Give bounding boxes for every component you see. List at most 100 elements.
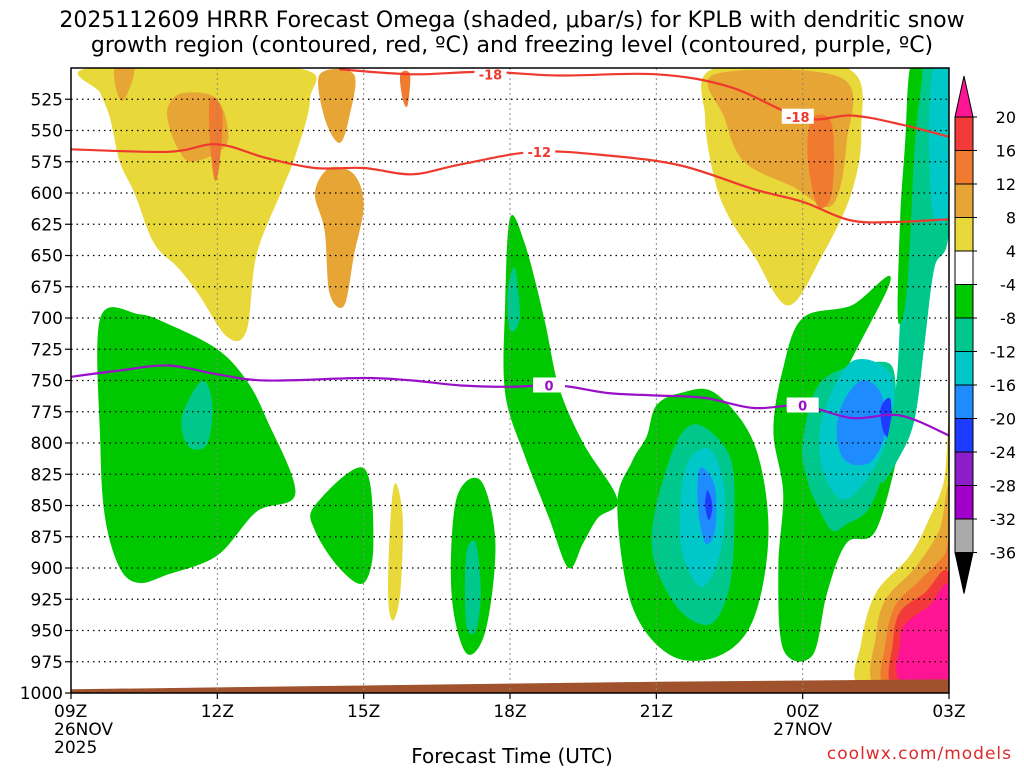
xtick-label-15Z: 15Z [347, 702, 380, 722]
colorbar-box-8 [954, 384, 974, 419]
colorbar-label--28: -28 [990, 477, 1016, 496]
ytick-label-800: 800 [31, 434, 63, 454]
ytick-label-850: 850 [31, 497, 63, 517]
xtick-label-00Z: 00Z [786, 702, 819, 722]
omega-region-26 [705, 490, 713, 521]
omega-region-30 [928, 68, 949, 224]
colorbar-box-3 [954, 217, 974, 252]
colorbar-box-10 [954, 451, 974, 486]
colorbar-box-2 [954, 183, 974, 218]
ytick-label-900: 900 [31, 559, 63, 579]
contour-label-bg [523, 143, 556, 159]
colorbar-box-4 [954, 250, 974, 285]
colorbar-box-12 [954, 518, 974, 553]
colorbar-label--24: -24 [990, 443, 1016, 462]
colorbar-label-20: 20 [996, 108, 1016, 127]
ytick-label-675: 675 [31, 278, 63, 298]
gridlines [71, 68, 949, 693]
xtick-label-18Z: 18Z [493, 702, 526, 722]
omega-region-2 [388, 483, 403, 621]
xtick-date-27NOV: 27NOV [773, 720, 832, 740]
omega-region-12 [310, 467, 374, 584]
x-axis-label: Forecast Time (UTC) [411, 744, 613, 768]
omega-region-25 [836, 380, 887, 466]
ytick-label-525: 525 [31, 90, 63, 110]
omega-region-14 [503, 215, 618, 569]
omega-region-19 [464, 540, 481, 635]
xtick-label-21Z: 21Z [640, 702, 673, 722]
ytick-label-875: 875 [31, 528, 63, 548]
omega-region-10 [807, 114, 835, 209]
colorbar: 20 16 12 8 4 -4 -8 -12 -16 -20 -24 -28 -32 -36 [954, 75, 1016, 594]
xtick-label-12Z: 12Z [201, 702, 234, 722]
omega-region-29 [897, 68, 923, 324]
xtick-label-03Z: 03Z [932, 702, 965, 722]
xtick-year-2025: 2025 [54, 738, 97, 758]
omega-region-0 [77, 68, 317, 342]
terrain-surface [71, 679, 949, 693]
colorbar-label--16: -16 [990, 376, 1016, 395]
ytick-label-825: 825 [31, 465, 63, 485]
contour-label--18C: -18 [786, 111, 810, 126]
xtick-date-26NOV: 26NOV [54, 720, 113, 740]
terrain [71, 679, 949, 693]
ytick-label-575: 575 [31, 153, 63, 173]
y-axis: 525 550 575 600 625 650 675 700 725 750 775 800 825 8… [20, 90, 71, 704]
ytick-label-975: 975 [31, 653, 63, 673]
contour-label-bg [533, 377, 566, 393]
colorbar-box-9 [954, 418, 974, 453]
omega-region-9 [399, 70, 411, 108]
colorbar-box-5 [954, 284, 974, 319]
contour-label--18C: -18 [479, 68, 503, 83]
colorbar-box-7 [954, 351, 974, 386]
omega-region-27 [880, 397, 892, 439]
colorbar-label--12: -12 [990, 343, 1016, 362]
omega-shading [77, 68, 949, 693]
colorbar-under-triangle [954, 552, 974, 594]
colorbar-label--20: -20 [990, 410, 1016, 429]
omega-region-8 [208, 97, 223, 182]
xtick-label-09Z: 09Z [54, 702, 87, 722]
colorbar-label--36: -36 [990, 544, 1016, 563]
temperature-contours: -18 -18 -12 0 0 [71, 68, 949, 437]
omega-region-35 [896, 583, 949, 690]
ytick-label-625: 625 [31, 215, 63, 235]
colorbar-box-1 [954, 150, 974, 185]
ytick-label-700: 700 [31, 309, 63, 329]
colorbar-box-11 [954, 485, 974, 520]
omega-region-3 [113, 68, 135, 101]
contour--12C [71, 143, 949, 224]
contour--18C [339, 68, 949, 138]
omega-region-17 [181, 380, 213, 450]
ytick-label-600: 600 [31, 184, 63, 204]
colorbar-label-4: 4 [1006, 242, 1016, 261]
colorbar-label-12: 12 [996, 175, 1016, 194]
site-credit[interactable]: coolwx.com/models [826, 744, 1012, 764]
chart-title-line1: 2025112609 HRRR Forecast Omega (shaded, … [59, 8, 965, 33]
contour-label--12C: -12 [528, 146, 552, 161]
ytick-label-750: 750 [31, 372, 63, 392]
ytick-label-775: 775 [31, 403, 63, 423]
colorbar-label-8: 8 [1006, 209, 1016, 228]
contour-label-bg [781, 108, 814, 124]
contour-label-bg [474, 68, 507, 82]
ytick-label-550: 550 [31, 122, 63, 142]
omega-region-5 [318, 68, 356, 143]
ytick-label-1000: 1000 [20, 684, 63, 704]
colorbar-box-6 [954, 317, 974, 352]
ytick-label-725: 725 [31, 340, 63, 360]
colorbar-over-triangle [954, 75, 974, 118]
contour-label-freezing-level: 0 [798, 400, 807, 415]
colorbar-box-0 [954, 116, 974, 151]
colorbar-label--32: -32 [990, 510, 1016, 529]
chart-title-line2: growth region (contoured, red, ºC) and f… [90, 33, 934, 58]
colorbar-label-16: 16 [996, 142, 1016, 161]
omega-region-6 [314, 166, 364, 308]
ytick-label-950: 950 [31, 622, 63, 642]
ytick-label-650: 650 [31, 247, 63, 267]
contour-label-bg [786, 397, 819, 413]
colorbar-label--4: -4 [1000, 276, 1016, 295]
ytick-label-925: 925 [31, 590, 63, 610]
